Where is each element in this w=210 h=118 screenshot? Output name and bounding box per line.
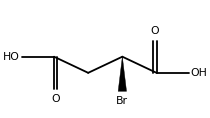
Polygon shape	[118, 57, 126, 91]
Text: Br: Br	[116, 96, 128, 106]
Text: OH: OH	[191, 68, 207, 78]
Text: HO: HO	[3, 52, 20, 62]
Text: O: O	[151, 26, 159, 36]
Text: O: O	[51, 94, 60, 104]
